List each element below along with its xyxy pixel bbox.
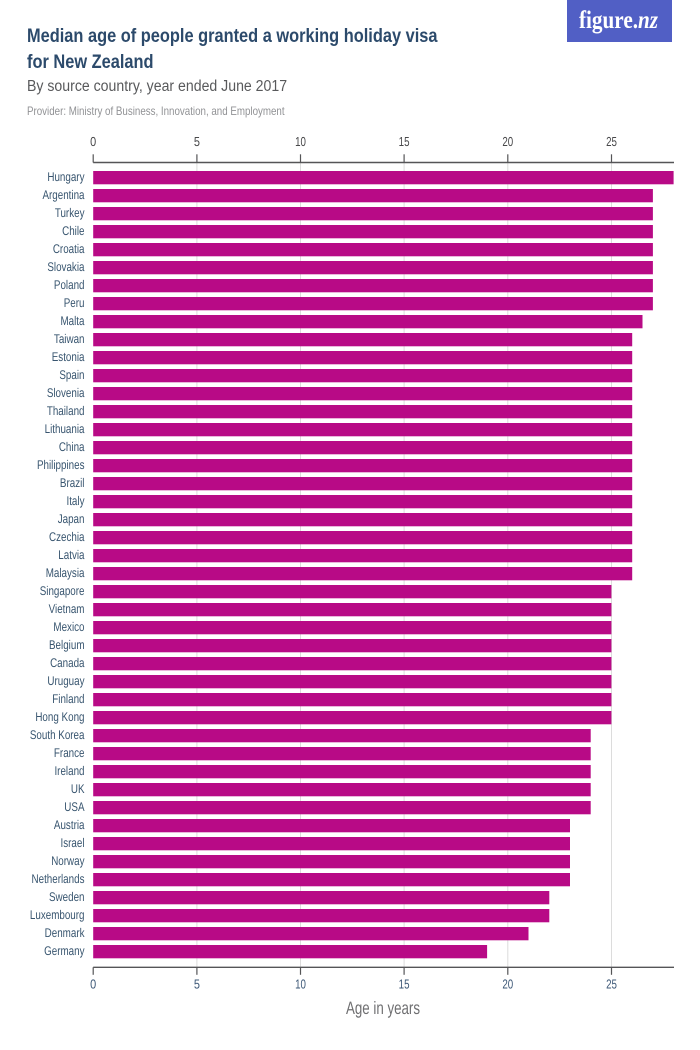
svg-text:Slovenia: Slovenia [47,386,85,400]
svg-text:Argentina: Argentina [42,188,84,202]
svg-text:Hong Kong: Hong Kong [35,710,84,724]
svg-text:Lithuania: Lithuania [45,422,85,436]
svg-text:Denmark: Denmark [45,926,85,940]
svg-text:Turkey: Turkey [55,206,85,220]
svg-text:Chile: Chile [62,224,84,238]
svg-text:Latvia: Latvia [58,548,84,562]
svg-text:Mexico: Mexico [53,620,84,634]
svg-text:Canada: Canada [50,656,84,670]
svg-text:Netherlands: Netherlands [32,872,85,886]
svg-text:20: 20 [502,976,513,991]
svg-text:Vietnam: Vietnam [49,602,85,616]
svg-text:South Korea: South Korea [30,728,85,742]
svg-text:15: 15 [399,134,410,149]
svg-text:20: 20 [502,134,513,149]
svg-text:Belgium: Belgium [49,638,84,652]
svg-text:Slovakia: Slovakia [47,260,84,274]
svg-text:France: France [54,746,85,760]
svg-text:0: 0 [90,976,96,991]
svg-text:Austria: Austria [54,818,85,832]
svg-text:0: 0 [90,134,96,149]
svg-text:15: 15 [399,976,410,991]
svg-text:Malaysia: Malaysia [46,566,85,580]
svg-text:10: 10 [295,134,306,149]
svg-text:10: 10 [295,976,306,991]
svg-text:USA: USA [64,800,85,814]
svg-text:Age in years: Age in years [346,998,420,1018]
svg-text:Estonia: Estonia [52,350,85,364]
svg-text:Italy: Italy [66,494,85,508]
svg-text:Germany: Germany [44,944,85,958]
svg-text:Luxembourg: Luxembourg [30,908,85,922]
svg-text:Poland: Poland [54,278,85,292]
svg-text:25: 25 [606,134,617,149]
svg-text:Finland: Finland [52,692,84,706]
svg-text:25: 25 [606,976,617,991]
svg-text:Peru: Peru [64,296,85,310]
svg-text:Malta: Malta [60,314,84,328]
svg-text:Croatia: Croatia [53,242,85,256]
svg-text:Uruguay: Uruguay [47,674,85,688]
svg-text:Japan: Japan [58,512,85,526]
svg-text:Brazil: Brazil [60,476,85,490]
svg-text:5: 5 [194,134,200,149]
svg-text:Sweden: Sweden [49,890,85,904]
svg-text:China: China [59,440,85,454]
svg-text:Israel: Israel [60,836,84,850]
svg-text:Spain: Spain [59,368,84,382]
svg-text:Czechia: Czechia [49,530,84,544]
svg-text:UK: UK [71,782,85,796]
svg-text:Hungary: Hungary [47,170,85,184]
svg-text:5: 5 [194,976,200,991]
svg-text:Taiwan: Taiwan [54,332,85,346]
svg-text:Singapore: Singapore [40,584,85,598]
svg-text:Norway: Norway [51,854,85,868]
svg-text:Thailand: Thailand [47,404,85,418]
svg-text:Ireland: Ireland [54,764,84,778]
svg-text:Philippines: Philippines [37,458,85,472]
